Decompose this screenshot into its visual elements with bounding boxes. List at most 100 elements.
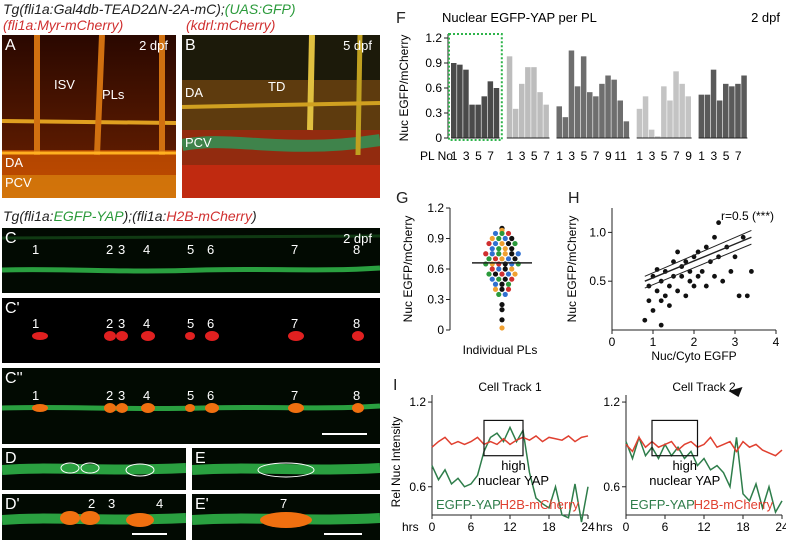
chart-g-point <box>509 251 515 257</box>
chart-g-point <box>505 230 512 237</box>
panel-a-da-label: DA <box>5 155 24 170</box>
chart-i1-box-label: nuclear YAP <box>478 473 549 488</box>
chart-f-xtick-label: 3 <box>711 149 718 163</box>
panel-i-label: I <box>393 377 398 394</box>
chart-i: Rel Nuc Intensity Cell Track 1 0.6 1.2 0 6 12 1… <box>389 380 786 534</box>
panel-c2-micrograph: C'' 1 2 3 4 5 6 7 8 <box>2 368 380 444</box>
chart-g-ytick-label: 0.9 <box>427 232 444 246</box>
chart-h-point <box>691 283 697 289</box>
chart-g-point <box>505 286 512 292</box>
chart-f-xtick-label: 11 <box>614 149 627 163</box>
chart-g-ylabel: Nuc EGFP/mCherry <box>401 216 415 323</box>
panel-d1-cell-4: 4 <box>156 496 164 511</box>
chart-g-point <box>499 307 505 313</box>
chart-g-ytick-label: 0 <box>437 323 444 337</box>
chart-h-point <box>720 278 726 284</box>
mid-header-suffix: ) <box>251 208 257 224</box>
chart-h-point <box>675 288 680 294</box>
chart-f-bar <box>587 92 593 138</box>
chart-g-point <box>499 271 505 277</box>
panel-c1-cell-7: 7 <box>291 316 299 331</box>
panel-d1-cell-3: 3 <box>108 496 116 511</box>
chart-g-point <box>499 230 505 237</box>
chart-h-point <box>654 288 660 294</box>
chart-i1-ytick-label: 0.6 <box>409 480 426 494</box>
chart-i2-xlabel: hrs <box>596 520 613 534</box>
chart-f-bar <box>506 56 513 139</box>
panel-c-cell-7: 7 <box>291 242 299 257</box>
chart-f-xtick-label: 7 <box>593 149 600 163</box>
panel-c1-cell-8: 8 <box>353 316 361 331</box>
chart-g-point <box>489 235 495 242</box>
chart-i2-xtick-label: 0 <box>623 520 630 534</box>
chart-f-ylabel: Nuc EGFP/mCherry <box>397 35 411 142</box>
panel-h-label: H <box>568 190 580 207</box>
chart-g-point <box>492 271 499 277</box>
panel-e-micrograph: E <box>192 448 380 490</box>
chart-g-point <box>483 261 489 267</box>
chart-g-point <box>492 230 499 237</box>
chart-f-bar <box>556 106 562 138</box>
panel-d-micrograph: D <box>2 448 186 490</box>
chart-h-annotation: r=0.5 (***) <box>721 209 774 223</box>
chart-g-point <box>502 235 508 242</box>
chart-g-point <box>502 246 508 252</box>
chart-g-point <box>489 251 495 257</box>
chart-g-point <box>512 271 518 277</box>
chart-g-point <box>515 251 521 257</box>
panel-c1-label: C' <box>5 300 20 317</box>
panel-c1-cell-5: 5 <box>187 316 195 331</box>
chart-g-xlabel: Individual PLs <box>463 343 538 357</box>
chart-f-bar <box>568 50 575 138</box>
chart-g-point <box>492 281 499 287</box>
chart-f-bar <box>735 83 741 138</box>
chart-f-bar <box>593 96 599 138</box>
chart-f-xtick-label: 1 <box>507 149 514 163</box>
chart-i1-highlight-box <box>483 419 524 457</box>
chart-f-bar <box>463 69 469 138</box>
chart-f-xtick-label: 9 <box>605 149 612 163</box>
chart-f-bar <box>599 83 605 138</box>
chart-f-xtick-label: 7 <box>673 149 680 163</box>
chart-h-point <box>736 293 742 299</box>
chart-f-stage: 2 dpf <box>751 10 780 25</box>
chart-g-point <box>512 256 518 262</box>
chart-g-point <box>499 325 505 331</box>
panel-d-label: D <box>5 450 17 467</box>
panel-d-image <box>2 448 186 490</box>
chart-f-bar <box>685 96 691 138</box>
chart-f-bar <box>704 94 711 138</box>
chart-f-bar <box>451 63 457 138</box>
chart-i1-xtick-label: 18 <box>542 520 556 534</box>
panel-b-image <box>182 35 380 198</box>
chart-i1-xtick-label: 0 <box>429 520 436 534</box>
panel-c1-cell-2: 2 <box>106 316 114 331</box>
chart-g-point <box>492 286 499 292</box>
chart-g-point <box>502 276 508 282</box>
chart-f: Nuclear EGFP-YAP per PL 2 dpf 0 0.3 0.6 0.9 1.… <box>397 10 780 163</box>
panel-a-image <box>2 35 176 198</box>
panel-c2-cell-7: 7 <box>291 388 299 403</box>
chart-f-bar <box>493 88 500 138</box>
panel-c2-cell-8: 8 <box>353 388 361 403</box>
chart-i2-title: Cell Track 2 <box>672 380 736 394</box>
chart-g-point <box>499 301 505 308</box>
panel-c-cell-4: 4 <box>143 242 151 257</box>
chart-i2-xtick-label: 18 <box>736 520 750 534</box>
chart-g-point <box>492 240 499 247</box>
chart-f-bar <box>457 64 463 138</box>
chart-i2-h2b-mcherry-line <box>625 435 783 457</box>
chart-h-xtick-label: 2 <box>691 335 698 349</box>
panel-a-micrograph: A 2 dpf ISV PLs DA PCV <box>2 35 176 198</box>
chart-h-point <box>699 269 705 274</box>
chart-g-point <box>515 261 521 267</box>
panel-c2-cell-3: 3 <box>118 388 126 403</box>
chart-f-bar <box>642 96 649 138</box>
panel-c-stage: 2 dpf <box>343 231 372 246</box>
panel-b-micrograph: B 5 dpf TD DA PCV <box>182 35 380 198</box>
chart-h-point <box>716 220 721 226</box>
chart-f-xtick-label: 5 <box>475 149 482 163</box>
chart-h-point <box>662 293 668 299</box>
chart-g-point <box>489 266 495 272</box>
chart-f-xtick-label: 1 <box>451 149 458 163</box>
